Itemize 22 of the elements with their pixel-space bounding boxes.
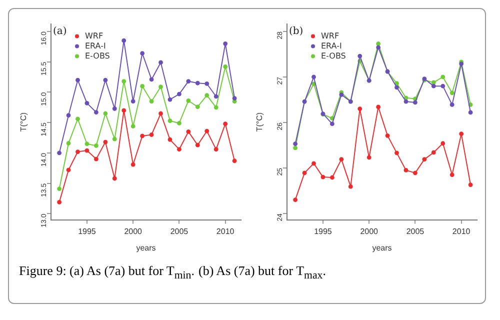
x-tick-label: 2000	[124, 226, 143, 236]
text: (b) As (7a) but for T$_{max}$.	[198, 263, 326, 282]
x-tick-label: 2010	[452, 226, 471, 236]
x-tick-label: 2010	[216, 226, 235, 236]
legend-label: ERA-I	[321, 41, 342, 50]
x-tick-label: 2005	[170, 226, 189, 236]
x-axis-title: years	[136, 243, 156, 252]
y-axis-title: T(°C)	[255, 112, 264, 132]
annotation: (a)	[53, 26, 67, 37]
y-axis-title: T(°C)	[19, 112, 28, 132]
legend-label: WRF	[85, 31, 104, 40]
legend-label: WRF	[321, 31, 340, 40]
caption: Figure 9: (a) As (7a) but for T$_{min}$.	[19, 263, 194, 282]
legend-label: E-OBS	[321, 51, 346, 60]
x-tick-label: 2000	[360, 226, 379, 236]
x-tick-label: 1995	[78, 226, 96, 236]
x-axis-title: years	[372, 243, 392, 252]
x-tick-label: 1995	[314, 226, 332, 236]
x-tick-label: 2005	[406, 226, 425, 236]
legend-label: E-OBS	[85, 51, 110, 60]
legend-label: ERA-I	[85, 41, 106, 50]
annotation: (b)	[289, 26, 304, 37]
